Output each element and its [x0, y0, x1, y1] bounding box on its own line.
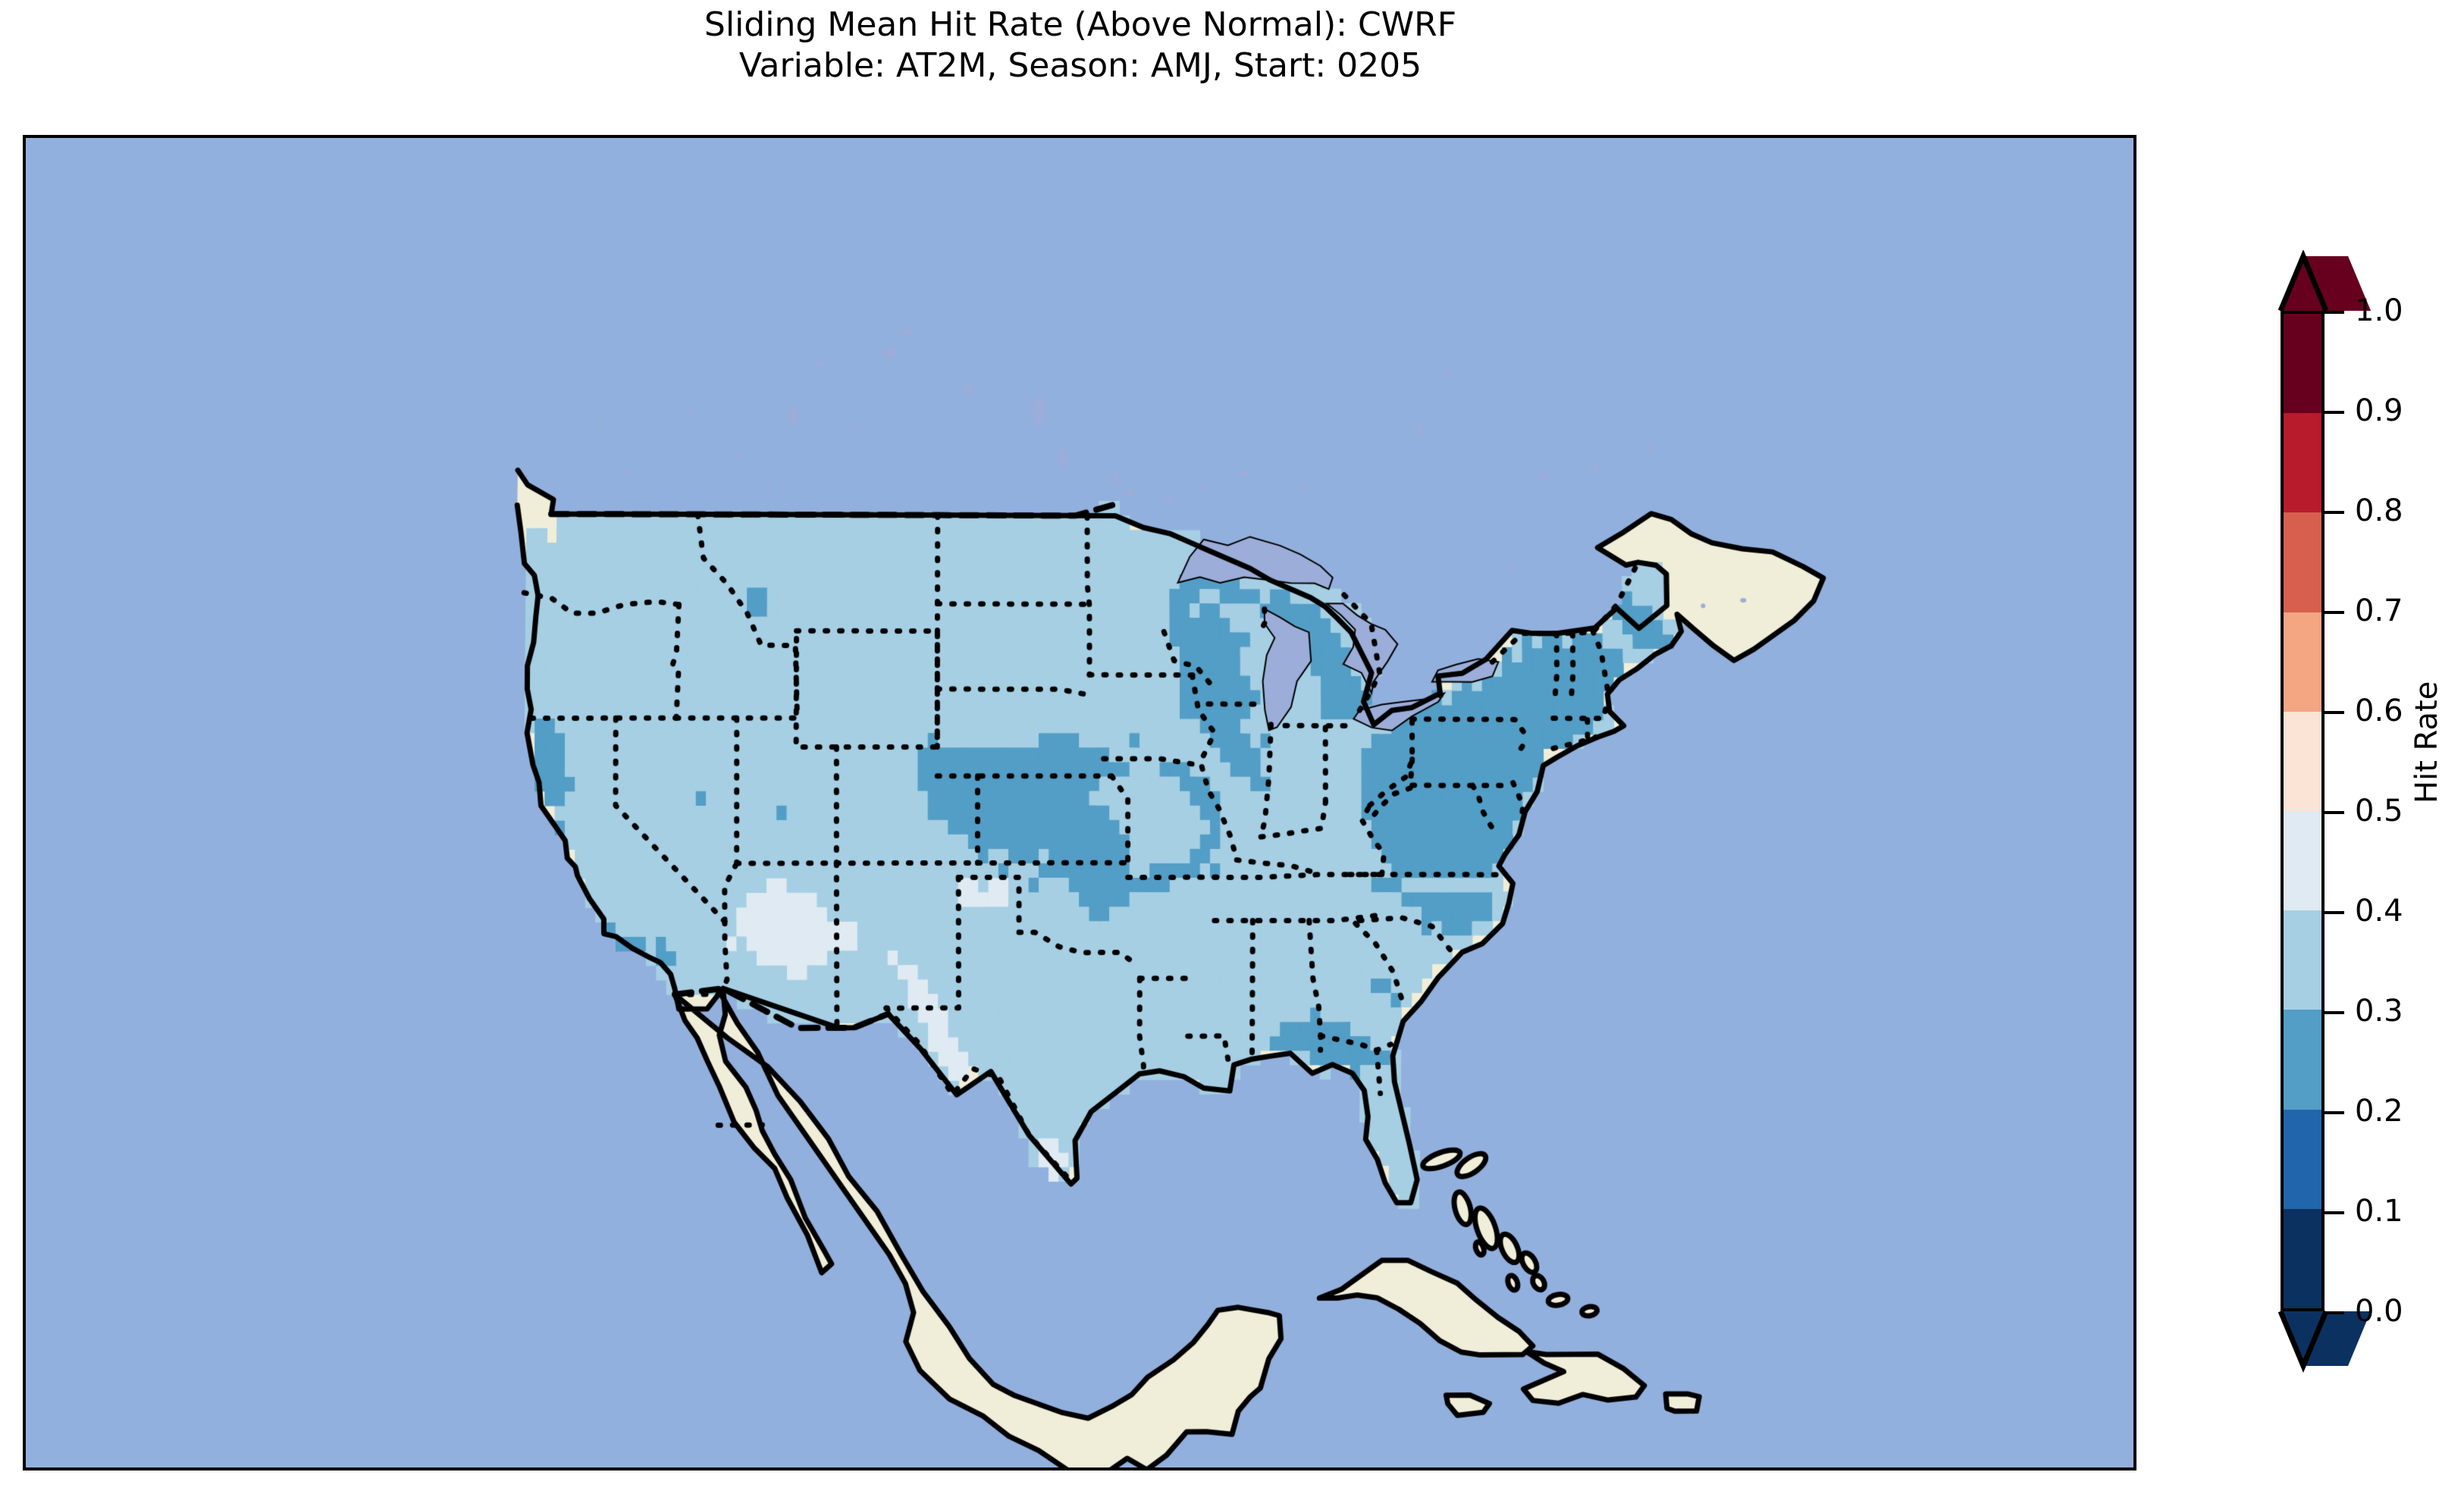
colorbar-tick-label-8: 0.2	[2355, 1094, 2403, 1129]
colorbar-tick-label-7: 0.3	[2355, 994, 2403, 1029]
colorbar-band-2	[2284, 512, 2321, 612]
colorbar-axis-label: Hit Rate	[2409, 681, 2444, 803]
colorbar-tick-label-0: 1.0	[2355, 293, 2403, 328]
colorbar: 1.0 0.9 0.8 0.7 0.6 0.5 0.4 0.3 0.2 0.1 0.0	[2277, 227, 2403, 1373]
colorbar-tick-3	[2324, 611, 2344, 614]
colorbar-tick-label-1: 0.9	[2355, 393, 2403, 428]
title-line-1: Sliding Mean Hit Rate (Above Normal): CW…	[704, 5, 1457, 44]
colorbar-tick-2	[2324, 511, 2344, 514]
colorbar-ticks: 1.0 0.9 0.8 0.7 0.6 0.5 0.4 0.3 0.2 0.1 0.0	[2324, 293, 2464, 1329]
colorbar-bands	[2281, 311, 2324, 1311]
colorbar-tick-label-10: 0.0	[2355, 1294, 2403, 1329]
colorbar-tick-9	[2324, 1211, 2344, 1214]
colorbar-tick-8	[2324, 1111, 2344, 1114]
colorbar-tick-6	[2324, 911, 2344, 914]
colorbar-tick-label-6: 0.4	[2355, 894, 2403, 929]
colorbar-tick-4	[2324, 711, 2344, 714]
colorbar-band-4	[2284, 711, 2321, 812]
colorbar-tick-label-5: 0.5	[2355, 794, 2403, 828]
colorbar-tick-7	[2324, 1011, 2344, 1014]
colorbar-band-6	[2284, 910, 2321, 1010]
map-heatmap-canvas	[26, 138, 2133, 1467]
colorbar-band-3	[2284, 612, 2321, 712]
colorbar-band-9	[2284, 1208, 2321, 1309]
colorbar-tick-10	[2324, 1311, 2344, 1314]
colorbar-band-8	[2284, 1109, 2321, 1209]
figure-title: Sliding Mean Hit Rate (Above Normal): CW…	[0, 5, 2161, 86]
colorbar-band-5	[2284, 811, 2321, 911]
colorbar-tick-5	[2324, 811, 2344, 814]
colorbar-tick-0	[2324, 311, 2344, 314]
title-line-2: Variable: AT2M, Season: AMJ, Start: 0205	[738, 45, 1422, 85]
map-axes	[23, 135, 2136, 1471]
colorbar-tick-1	[2324, 411, 2344, 414]
colorbar-tick-label-4: 0.6	[2355, 694, 2403, 728]
colorbar-band-1	[2284, 413, 2321, 513]
colorbar-band-7	[2284, 1010, 2321, 1110]
colorbar-band-0	[2284, 314, 2321, 414]
colorbar-tick-label-2: 0.8	[2355, 493, 2403, 528]
colorbar-tick-label-3: 0.7	[2355, 594, 2403, 628]
colorbar-tick-label-9: 0.1	[2355, 1194, 2403, 1229]
